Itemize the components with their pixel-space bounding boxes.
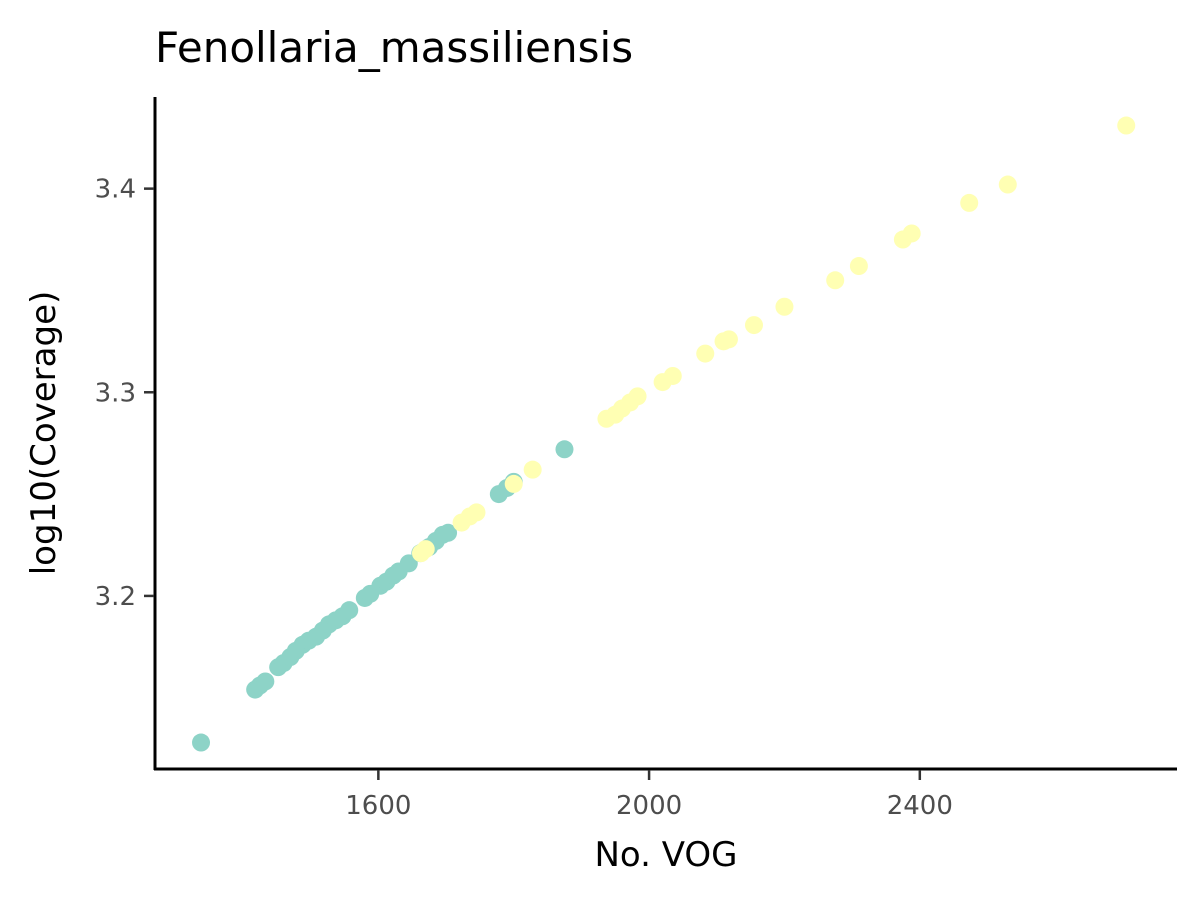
x-ticks: 1600 2000 2400 <box>345 770 953 821</box>
data-point <box>902 224 921 243</box>
data-point <box>555 440 574 459</box>
data-point <box>719 330 738 349</box>
data-point <box>192 733 211 752</box>
y-ticks: 3.2 3.3 3.4 <box>95 175 154 612</box>
data-point <box>775 297 794 316</box>
data-point <box>960 193 979 212</box>
data-point <box>628 387 647 406</box>
data-point <box>399 554 418 573</box>
data-point <box>467 503 486 522</box>
x-axis-title: No. VOG <box>594 835 737 875</box>
y-tick-label: 3.2 <box>95 582 136 612</box>
chart-title: Fenollaria_massiliensis <box>155 23 633 72</box>
data-point <box>826 271 845 290</box>
data-point <box>849 257 868 276</box>
y-axis-title: log10(Coverage) <box>24 291 64 576</box>
data-point <box>340 601 359 620</box>
data-point <box>504 474 523 493</box>
x-tick-label: 2400 <box>887 791 953 821</box>
y-tick-label: 3.3 <box>95 378 136 408</box>
data-point <box>256 672 275 691</box>
data-point <box>998 175 1017 194</box>
y-tick-label: 3.4 <box>95 175 136 205</box>
data-point <box>663 366 682 385</box>
data-point <box>1117 116 1136 135</box>
data-point <box>523 460 542 479</box>
data-point <box>416 540 435 559</box>
x-tick-label: 2000 <box>616 791 682 821</box>
x-tick-label: 1600 <box>345 791 411 821</box>
points-layer <box>192 116 1136 752</box>
data-point <box>744 316 763 335</box>
data-point <box>439 523 458 542</box>
data-point <box>696 344 715 363</box>
